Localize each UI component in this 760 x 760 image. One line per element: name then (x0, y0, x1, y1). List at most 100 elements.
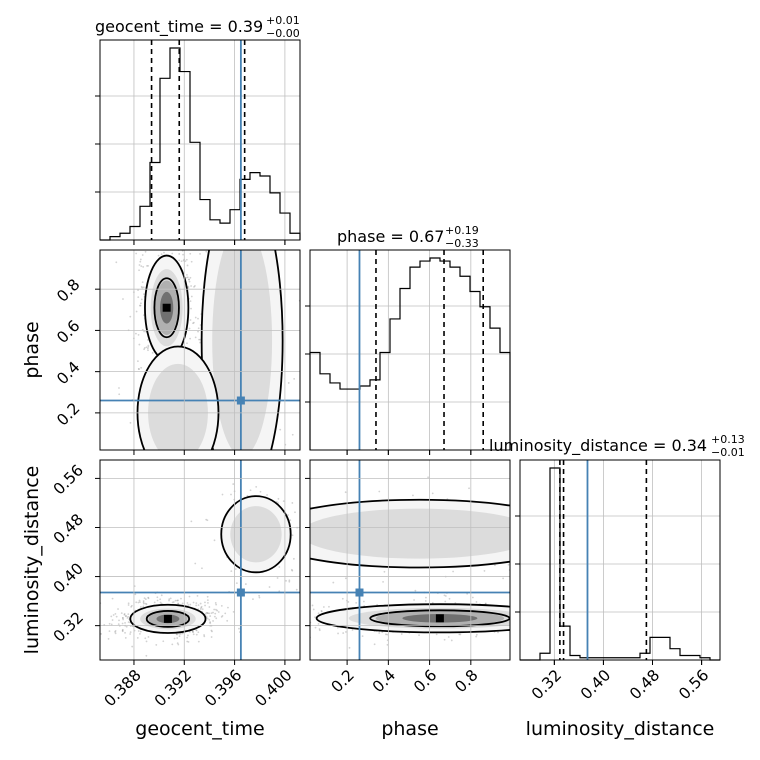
panel-luminosity-distance-vs-phase-point (631, 497, 633, 499)
panel-luminosity-distance-vs-phase-point (573, 556, 575, 558)
panel-luminosity-distance-vs-geocent-time-point (121, 617, 124, 619)
title-geocent-time: geocent_time = 0.39 (95, 17, 263, 37)
panel-phase-vs-geocent-time-point (254, 220, 256, 222)
panel-phase-vs-geocent-time-point (141, 254, 144, 256)
panel-luminosity-distance-vs-geocent-time-point (289, 519, 292, 522)
panel-phase-vs-geocent-time-point (259, 246, 261, 248)
xtick-label-luminosity-distance-2: 0.48 (626, 666, 663, 703)
panel-luminosity-distance-vs-phase-point (341, 597, 344, 600)
panel-luminosity-distance-vs-phase-point (320, 610, 323, 612)
panel-phase-vs-geocent-time-point (192, 322, 194, 325)
panel-luminosity-distance-vs-phase-truth-marker (355, 588, 364, 597)
panel-luminosity-distance-vs-geocent-time-point (110, 623, 113, 626)
panel-luminosity-distance-vs-phase-point (590, 615, 592, 617)
panel-luminosity-distance-vs-phase-point (567, 610, 569, 612)
panel-phase-vs-geocent-time-density-2-1 (148, 363, 208, 450)
panel-phase-vs-geocent-time-point (178, 259, 181, 262)
panel-luminosity-distance-vs-geocent-time (93, 460, 300, 660)
panel-luminosity-distance-vs-geocent-time-point (181, 632, 184, 635)
panel-luminosity-distance-vs-phase-point (558, 628, 560, 630)
panel-phase-vs-geocent-time-point (137, 296, 140, 299)
panel-luminosity-distance-vs-geocent-time-point (255, 485, 258, 488)
panel-luminosity-distance-vs-geocent-time-point (142, 600, 145, 602)
panel-luminosity-distance-vs-geocent-time-point (288, 580, 291, 583)
panel-luminosity-distance-vs-phase-point (593, 619, 595, 621)
panel-phase-vs-geocent-time-point (151, 351, 154, 354)
panel-phase-vs-geocent-time-point (188, 278, 190, 281)
panel-luminosity-distance-vs-phase-point (551, 630, 553, 632)
panel-phase-vs-geocent-time-point (146, 265, 148, 267)
panel-luminosity-distance-vs-phase-point (301, 604, 303, 606)
panel-luminosity-distance-vs-geocent-time-point (123, 613, 126, 616)
panel-luminosity-distance-vs-geocent-time-point (93, 635, 95, 637)
panel-phase-vs-geocent-time-point (193, 285, 195, 288)
panel-phase-vs-geocent-time-point (274, 6, 276, 8)
panel-luminosity-distance-vs-phase-point (483, 570, 486, 572)
ytick-label-phase-1: 0.4 (53, 358, 83, 388)
panel-luminosity-distance-vs-geocent-time-point (171, 601, 174, 604)
panel-luminosity-distance-vs-geocent-time-point (288, 579, 291, 582)
panel-luminosity-distance-vs-phase-point (536, 615, 538, 617)
panel-phase-vs-geocent-time-point (275, 226, 277, 228)
panel-luminosity-distance-vs-phase-point (258, 611, 260, 613)
panel-phase-vs-geocent-time-point (219, 474, 221, 476)
panel-luminosity-distance-vs-geocent-time-point (204, 601, 206, 604)
ylabel-luminosity-distance: luminosity_distance (21, 466, 43, 655)
panel-luminosity-distance-vs-phase-point (536, 626, 538, 628)
hist-luminosity-distance-step (520, 467, 720, 661)
panel-luminosity-distance-vs-phase-point (573, 617, 575, 619)
xtick-label-luminosity-distance-3: 0.56 (675, 666, 712, 703)
panel-phase-vs-geocent-time-point (174, 236, 176, 238)
panel-luminosity-distance-vs-phase-point (578, 613, 580, 615)
panel-luminosity-distance-vs-geocent-time-point (178, 635, 181, 638)
panel-luminosity-distance-vs-geocent-time-point (232, 610, 235, 613)
panel-luminosity-distance-vs-phase-point (280, 611, 282, 613)
title-luminosity-distance: luminosity_distance = 0.34 (489, 436, 707, 456)
panel-luminosity-distance-vs-phase-point (268, 611, 270, 613)
panel-luminosity-distance-vs-geocent-time-point (195, 629, 198, 632)
panel-phase-vs-geocent-time-point (186, 273, 188, 276)
panel-luminosity-distance-vs-geocent-time-point (127, 604, 130, 606)
panel-luminosity-distance-vs-phase-point (443, 594, 446, 597)
panel-luminosity-distance-vs-phase-point (494, 564, 496, 567)
panel-luminosity-distance-vs-phase-point (518, 607, 520, 609)
panel-luminosity-distance-vs-geocent-time-point (126, 617, 129, 619)
panel-luminosity-distance-vs-phase-point (513, 517, 515, 519)
panel-luminosity-distance-vs-geocent-time-point (209, 622, 212, 625)
panel-luminosity-distance-vs-phase-point (302, 632, 304, 634)
panel-phase-vs-geocent-time-point (194, 316, 197, 319)
panel-luminosity-distance-vs-phase-point (537, 621, 539, 623)
panel-phase-vs-geocent-time-point (281, 198, 283, 200)
panel-phase-vs-geocent-time-point (197, 327, 200, 330)
panel-luminosity-distance-vs-phase-point (444, 600, 447, 603)
panel-luminosity-distance-vs-phase-point (525, 630, 527, 632)
panel-luminosity-distance-vs-geocent-time-point (196, 594, 199, 597)
panel-luminosity-distance-vs-phase-point (517, 613, 519, 615)
panel-phase-vs-geocent-time-point (223, 224, 225, 226)
panel-luminosity-distance-vs-geocent-time-point (211, 630, 213, 633)
panel-luminosity-distance-vs-phase-point (362, 600, 365, 603)
panel-luminosity-distance-vs-phase-point (535, 608, 537, 610)
panel-phase-vs-geocent-time-point (186, 276, 189, 279)
panel-luminosity-distance-vs-phase-point (378, 490, 381, 493)
panel-luminosity-distance-vs-phase-point (308, 507, 310, 509)
panel-phase-vs-geocent-time-point (307, 452, 309, 454)
panel-phase-vs-geocent-time-point (194, 285, 196, 287)
panel-luminosity-distance-vs-phase-point (305, 614, 307, 616)
panel-luminosity-distance-vs-phase-point (513, 604, 515, 606)
panel-phase-vs-geocent-time-point (197, 330, 199, 333)
panel-luminosity-distance-vs-phase-point (529, 617, 531, 619)
panel-phase-vs-geocent-time-contour-1-0 (200, 250, 284, 450)
panel-phase-vs-geocent-time-point (135, 252, 138, 255)
panel-luminosity-distance-vs-phase-point (597, 620, 599, 622)
panel-luminosity-distance-vs-geocent-time-point (216, 609, 219, 612)
panel-phase-vs-geocent-time-point (192, 321, 195, 324)
panel-phase-vs-geocent-time-point (229, 454, 231, 456)
panel-phase-vs-geocent-time-density-1-1 (212, 250, 273, 450)
panel-luminosity-distance-vs-phase-point (582, 560, 584, 562)
panel-luminosity-distance-vs-geocent-time-point (221, 614, 224, 617)
panel-luminosity-distance-vs-phase-point (305, 604, 307, 606)
panel-luminosity-distance-vs-phase-point (533, 639, 535, 641)
panel-phase-vs-geocent-time-point (163, 169, 165, 171)
panel-luminosity-distance-vs-phase-point (320, 610, 323, 613)
